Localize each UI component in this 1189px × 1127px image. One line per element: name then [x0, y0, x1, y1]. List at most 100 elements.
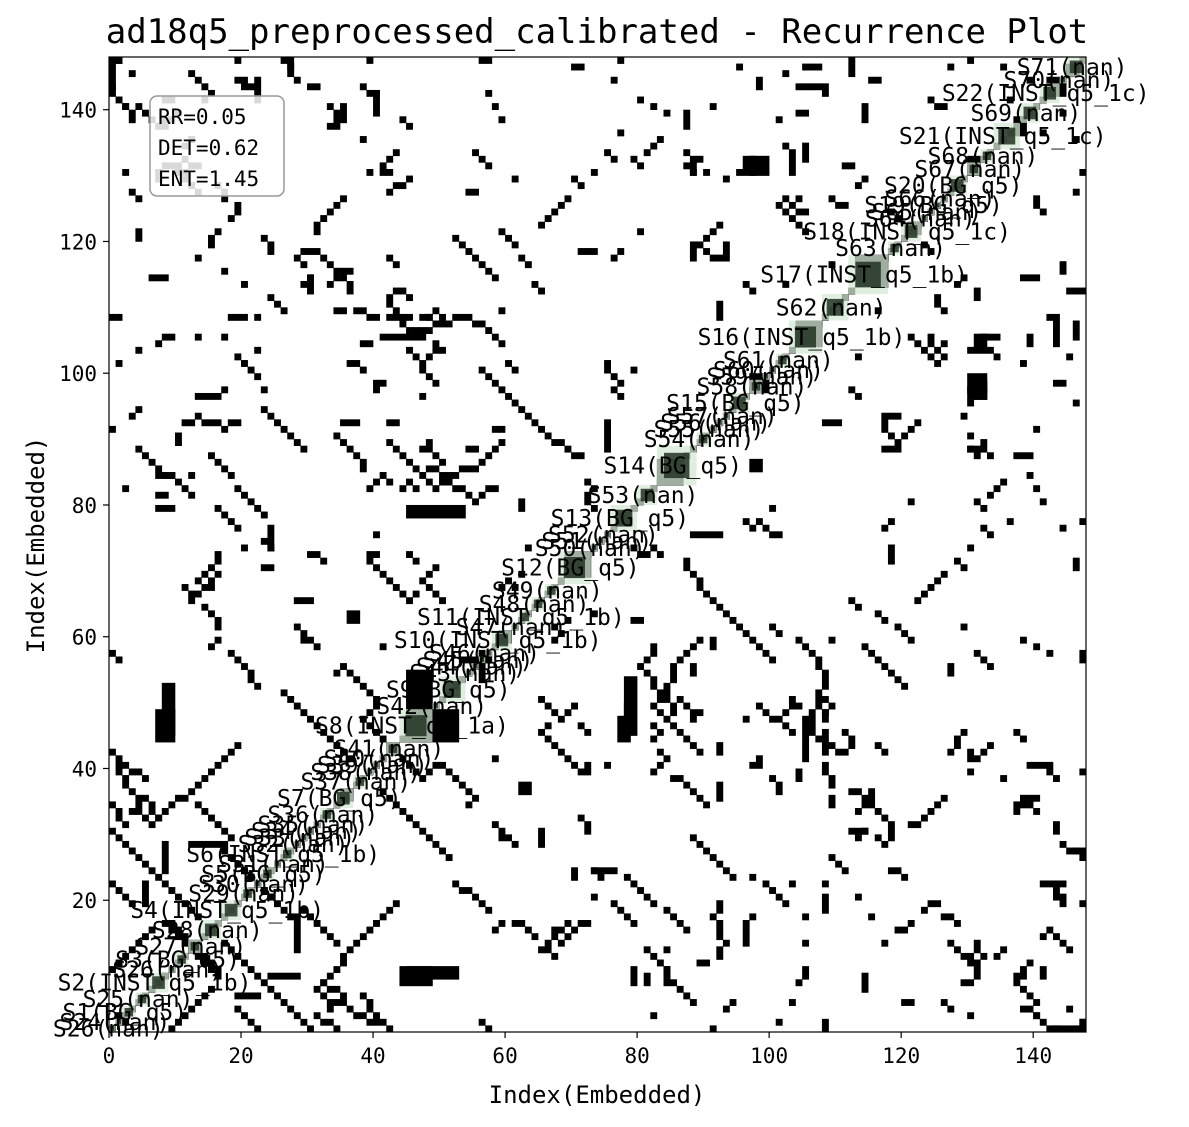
- recurrence-cell: [782, 280, 790, 288]
- recurrence-cell: [927, 248, 935, 255]
- recurrence-cell: [452, 880, 460, 888]
- recurrence-cell: [419, 775, 427, 782]
- segment-label: S51(nan): [541, 529, 652, 555]
- recurrence-cell: [386, 794, 394, 802]
- recurrence-cell: [716, 794, 724, 802]
- recurrence-cell: [802, 109, 810, 117]
- recurrence-cell: [214, 570, 222, 578]
- recurrence-cell: [366, 168, 374, 176]
- recurrence-cell: [788, 168, 796, 176]
- recurrence-cell: [208, 241, 215, 249]
- recurrence-cell: [1079, 168, 1087, 176]
- recurrence-cell: [854, 827, 862, 835]
- recurrence-cell: [392, 313, 400, 321]
- recurrence-cell: [241, 663, 248, 670]
- recurrence-cell: [703, 847, 711, 855]
- recurrence-cell: [874, 610, 882, 618]
- recurrence-cell: [775, 893, 783, 901]
- recurrence-cell: [293, 597, 301, 605]
- recurrence-cell: [557, 630, 565, 638]
- recurrence-cell: [340, 103, 347, 111]
- recurrence-cell: [214, 616, 222, 624]
- recurrence-cell: [122, 485, 130, 493]
- recurrence-cell: [1079, 847, 1087, 855]
- recurrence-cell: [465, 656, 473, 664]
- recurrence-cell: [465, 248, 473, 255]
- segment-core: [826, 298, 844, 316]
- recurrence-cell: [782, 208, 790, 216]
- recurrence-cell: [835, 748, 843, 756]
- recurrence-cell: [821, 83, 829, 91]
- recurrence-cell: [821, 893, 829, 901]
- recurrence-cell: [802, 208, 810, 216]
- recurrence-cell: [439, 761, 446, 769]
- recurrence-cell: [881, 419, 889, 427]
- recurrence-cell: [755, 162, 763, 170]
- segment-core: [1043, 86, 1057, 100]
- recurrence-cell: [1046, 761, 1054, 769]
- segment-core: [512, 624, 518, 629]
- recurrence-cell: [1066, 946, 1074, 954]
- recurrence-cell: [696, 155, 704, 163]
- segment-label: S9(BG_q5): [386, 677, 511, 703]
- recurrence-cell: [1079, 649, 1087, 657]
- recurrence-cell: [1059, 261, 1067, 269]
- recurrence-cell: [775, 781, 783, 789]
- recurrence-cell: [538, 834, 545, 842]
- recurrence-cell: [234, 353, 242, 361]
- recurrence-cell: [109, 827, 116, 835]
- recurrence-cell: [689, 669, 697, 677]
- recurrence-cell: [366, 89, 374, 97]
- recurrence-cell: [742, 939, 750, 947]
- recurrence-cell: [142, 109, 149, 117]
- recurrence-cell: [887, 834, 895, 842]
- recurrence-cell: [234, 57, 242, 64]
- recurrence-cell: [689, 643, 697, 651]
- recurrence-cell: [571, 926, 578, 934]
- recurrence-cell: [1033, 794, 1041, 802]
- recurrence-cell: [491, 821, 499, 829]
- recurrence-cell: [868, 801, 876, 809]
- segment-core: [592, 545, 597, 550]
- recurrence-cell: [808, 649, 816, 657]
- recurrence-cell: [340, 267, 347, 275]
- recurrence-cell: [821, 761, 829, 769]
- recurrence-cell: [221, 755, 229, 763]
- recurrence-cell: [194, 577, 202, 585]
- recurrence-block: [406, 669, 433, 710]
- recurrence-cell: [386, 313, 394, 321]
- recurrence-cell: [571, 702, 578, 710]
- recurrence-cell: [340, 274, 347, 282]
- recurrence-cell: [326, 280, 334, 288]
- recurrence-cell: [386, 155, 394, 163]
- recurrence-cell: [458, 313, 466, 321]
- recurrence-cell: [340, 195, 347, 203]
- recurrence-cell: [359, 458, 367, 466]
- segment-label: S2(INST_q5_1b): [58, 971, 252, 997]
- recurrence-cell: [511, 840, 519, 848]
- recurrence-cell: [755, 702, 763, 710]
- segment-label: S29(nan): [188, 882, 299, 908]
- segment-label: S67(nan): [914, 157, 1025, 183]
- recurrence-cell: [590, 168, 598, 176]
- recurrence-cell: [227, 748, 235, 756]
- recurrence-cell: [1072, 327, 1080, 334]
- recurrence-cell: [135, 103, 143, 111]
- recurrence-cell: [564, 709, 572, 717]
- recurrence-cell: [1013, 452, 1021, 460]
- segment-label: S49(nan): [492, 579, 603, 605]
- recurrence-cell: [821, 768, 829, 776]
- y-tick-label: 120: [59, 230, 97, 254]
- recurrence-cell: [788, 696, 796, 703]
- recurrence-cell: [590, 248, 598, 255]
- recurrence-cell: [267, 893, 275, 901]
- recurrence-cell: [571, 175, 578, 183]
- recurrence-cell: [148, 801, 156, 809]
- recurrence-cell: [821, 880, 829, 888]
- recurrence-cell: [135, 195, 143, 203]
- recurrence-cell: [584, 768, 592, 776]
- segment-label: S66(nan): [885, 187, 996, 213]
- segment-label: S21(INST_q5_1c): [899, 124, 1107, 150]
- recurrence-cell: [835, 419, 843, 427]
- recurrence-cell: [1000, 63, 1008, 71]
